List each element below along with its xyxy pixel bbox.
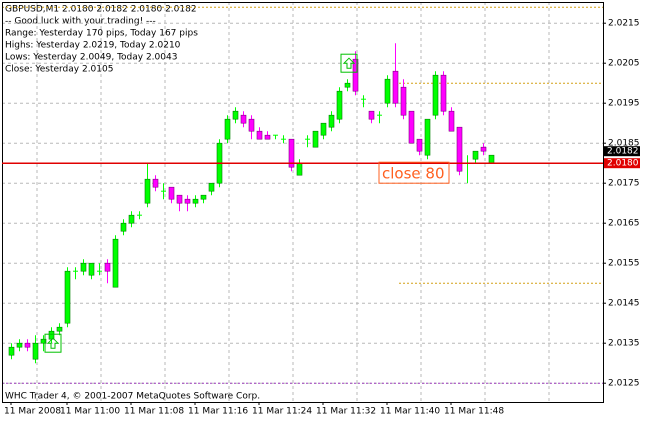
y-tick-label: 2.0125 — [608, 379, 640, 389]
trade-arrow — [46, 337, 60, 349]
info-line: Highs: Yesterday 2.0219, Today 2.0210 — [5, 41, 181, 51]
candle-body — [64, 270, 71, 324]
candle-body — [312, 130, 319, 148]
candle-body — [488, 154, 495, 164]
chart-title: GBPUSD,M1 2.0180 2.0182 2.0180 2.0182 — [5, 5, 197, 15]
x-tick-label: 11 Mar 2008 — [4, 407, 61, 417]
trade-marker — [44, 333, 62, 353]
info-line: Close: Yesterday 2.0105 — [5, 65, 113, 75]
y-tick-label: 2.0195 — [608, 99, 640, 109]
candle-body — [104, 262, 111, 272]
candle-body — [240, 114, 247, 124]
candle-body — [232, 110, 239, 120]
candle-body — [344, 82, 351, 88]
x-tick-label: 11 Mar 11:24 — [252, 407, 312, 417]
x-tick-label: 11 Mar 11:40 — [380, 407, 440, 417]
plot-frame — [2, 2, 604, 403]
candle-body — [392, 70, 399, 104]
candle-body — [368, 110, 375, 120]
candle-body — [472, 150, 479, 160]
candle-body — [440, 74, 447, 112]
candle-body — [328, 114, 335, 128]
candle-body — [320, 122, 327, 136]
candle-body — [416, 138, 423, 152]
candle-body — [80, 262, 87, 272]
candle-body — [208, 182, 215, 192]
x-tick-label: 11 Mar 11:00 — [60, 407, 120, 417]
candle-body — [8, 346, 15, 356]
candle-body — [32, 342, 39, 360]
x-tick-label: 11 Mar 11:32 — [316, 407, 376, 417]
y-tick-label: 2.0135 — [608, 339, 640, 349]
candle-body — [296, 162, 303, 176]
candle-body — [408, 110, 415, 144]
candle-body — [288, 138, 295, 168]
candle-body — [224, 118, 231, 140]
y-tick-label: 2.0165 — [608, 219, 640, 229]
candle-body — [176, 194, 183, 204]
candle-body — [112, 238, 119, 288]
info-line: Lows: Yesterday 2.0049, Today 2.0043 — [5, 53, 177, 63]
candle-body — [456, 126, 463, 172]
candle-body — [248, 118, 255, 132]
trade-arrow — [342, 57, 356, 69]
price-label: 2.0180 — [607, 159, 639, 169]
y-tick-label: 2.0145 — [608, 299, 640, 309]
x-tick-label: 11 Mar 11:48 — [444, 407, 504, 417]
candle-body — [352, 58, 359, 92]
candle-body — [152, 178, 159, 188]
candle-body — [120, 222, 127, 232]
candle-body — [24, 342, 31, 348]
candle-body — [336, 90, 343, 120]
y-tick-label: 2.0215 — [608, 19, 640, 29]
x-tick-label: 11 Mar 11:16 — [188, 407, 248, 417]
candle-body — [256, 130, 263, 140]
price-label-box — [604, 146, 640, 157]
candle-body — [432, 74, 439, 116]
candle-body — [424, 118, 431, 156]
candle-body — [144, 178, 151, 204]
info-line: -- Good luck with your trading! --- — [5, 17, 156, 27]
candle-body — [88, 262, 95, 276]
footer: WHC Trader 4, © 2001-2007 MetaQuotes Sof… — [5, 392, 260, 402]
price-label: 2.0182 — [607, 147, 639, 157]
price-label-box — [604, 158, 640, 169]
trade-label-box — [378, 161, 450, 184]
y-tick-label: 2.0205 — [608, 59, 640, 69]
info-line: Range: Yesterday 170 pips, Today 167 pip… — [5, 29, 198, 39]
y-tick-label: 2.0155 — [608, 259, 640, 269]
x-tick-label: 11 Mar 11:08 — [124, 407, 184, 417]
candle-body — [384, 78, 391, 104]
candle-body — [168, 186, 175, 200]
trade-label: close 80 — [382, 165, 445, 183]
candle-body — [184, 198, 191, 204]
candle-body — [16, 342, 23, 348]
candle-body — [400, 86, 407, 116]
candle-body — [480, 146, 487, 152]
candle-body — [128, 214, 135, 224]
candle-body — [264, 134, 271, 140]
candle-body — [56, 326, 63, 332]
y-tick-label: 2.0175 — [608, 179, 640, 189]
y-tick-label: 2.0185 — [608, 139, 640, 149]
candle-body — [40, 338, 47, 344]
trade-marker — [340, 53, 358, 73]
candle-body — [448, 110, 455, 132]
candle-body — [192, 198, 199, 204]
candle-body — [200, 194, 207, 200]
